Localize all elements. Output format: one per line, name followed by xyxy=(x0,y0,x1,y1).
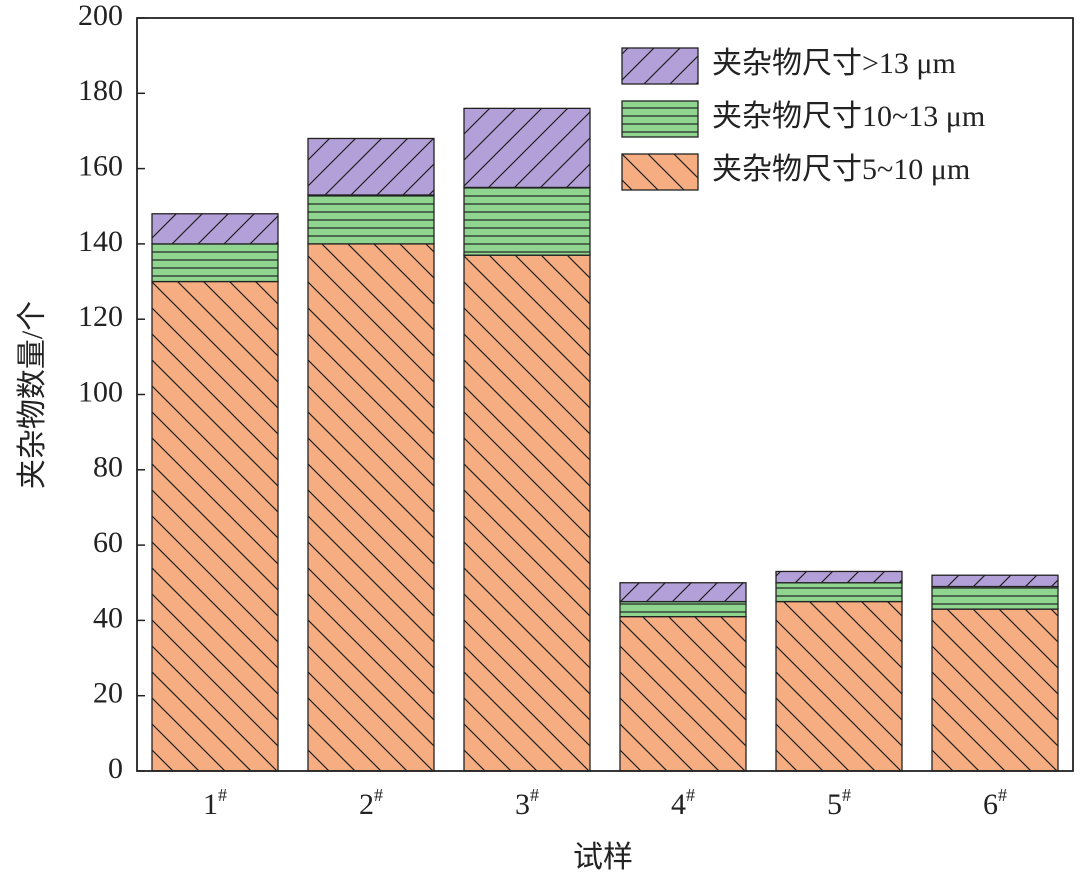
bar-segment xyxy=(151,243,279,283)
x-tick-label: 6# xyxy=(983,785,1007,821)
legend-swatch xyxy=(621,153,699,191)
legend-label: 夹杂物尺寸>13 μm xyxy=(712,47,956,80)
bar-segment xyxy=(931,585,1059,610)
plot-frame xyxy=(136,17,1074,772)
bar-segment xyxy=(463,186,591,256)
y-tick-label: 20 xyxy=(93,677,123,710)
x-tick-label: 5# xyxy=(827,785,851,821)
bar-segment xyxy=(619,582,747,603)
y-tick-label: 40 xyxy=(93,601,123,634)
y-tick-label: 60 xyxy=(93,526,123,559)
bar-segment xyxy=(463,107,591,189)
bar-segment xyxy=(775,600,903,772)
bar-segment xyxy=(307,137,435,196)
bar-segment xyxy=(775,582,903,603)
x-tick-label: 3# xyxy=(515,785,539,821)
y-tick-label: 200 xyxy=(78,0,123,32)
y-tick-label: 0 xyxy=(108,752,123,785)
bar-segment xyxy=(931,574,1059,588)
bar-segment xyxy=(619,600,747,618)
y-tick-label: 140 xyxy=(78,225,123,258)
y-tick-label: 80 xyxy=(93,451,123,484)
bar-segment xyxy=(307,243,435,772)
bar-segment xyxy=(463,254,591,772)
y-axis-title: 夹杂物数量/个 xyxy=(16,301,49,489)
bar-segment xyxy=(151,280,279,772)
bar-segment xyxy=(775,570,903,584)
y-tick-label: 180 xyxy=(78,74,123,107)
x-tick-label: 1# xyxy=(203,785,227,821)
legend-swatch xyxy=(621,47,699,85)
bar-segment xyxy=(307,194,435,245)
y-tick-label: 160 xyxy=(78,149,123,182)
y-tick-label: 100 xyxy=(78,375,123,408)
x-tick-label: 4# xyxy=(671,785,695,821)
legend-label: 夹杂物尺寸5~10 μm xyxy=(712,153,970,186)
x-tick-label: 2# xyxy=(359,785,383,821)
bar-segment xyxy=(931,608,1059,772)
legend-label: 夹杂物尺寸10~13 μm xyxy=(712,100,985,133)
x-axis-title: 试样 xyxy=(573,841,633,874)
bar-segment xyxy=(151,213,279,245)
bar-segment xyxy=(619,615,747,772)
legend-swatch xyxy=(621,100,699,138)
y-tick-label: 120 xyxy=(78,300,123,333)
